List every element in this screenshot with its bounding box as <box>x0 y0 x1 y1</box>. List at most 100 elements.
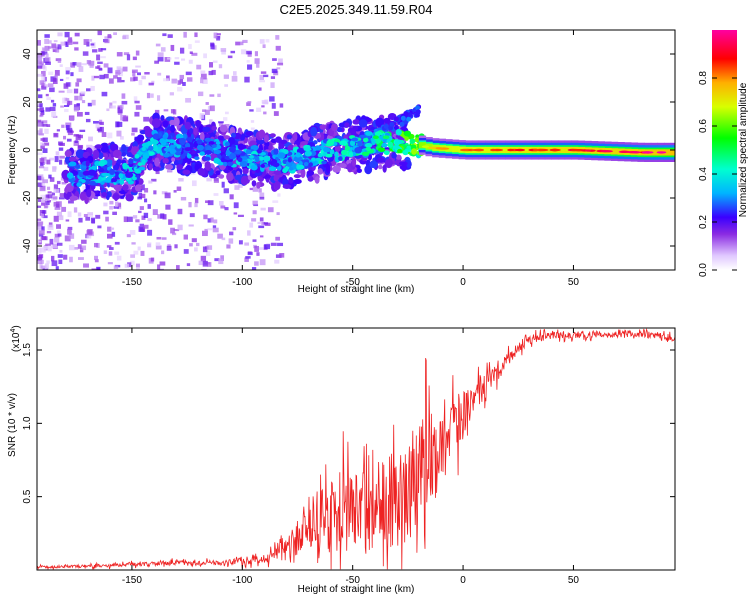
heatmap-cell <box>246 102 251 106</box>
heatmap-cell <box>62 97 66 104</box>
heatmap-cell <box>392 144 400 150</box>
heatmap-cell <box>57 233 62 237</box>
heatmap-cell <box>68 200 74 204</box>
heatmap-cell <box>215 144 222 150</box>
heatmap-cell <box>303 161 309 167</box>
heatmap-cell <box>141 146 146 152</box>
heatmap-cell <box>235 41 241 46</box>
heatmap-cell <box>98 152 104 160</box>
heatmap-cell <box>182 133 187 140</box>
heatmap-cell <box>122 35 127 40</box>
heatmap-cell <box>88 136 93 142</box>
heatmap-cell <box>42 148 48 153</box>
heatmap-cell <box>239 160 248 168</box>
heatmap-cell <box>202 126 211 133</box>
heatmap-cell <box>137 246 141 251</box>
heatmap-cell <box>325 153 333 158</box>
heatmap-cell <box>100 144 109 153</box>
heatmap-cell <box>285 160 294 167</box>
heatmap-cell <box>310 126 318 137</box>
heatmap-cell <box>259 235 264 238</box>
heatmap-cell <box>220 205 226 209</box>
heatmap-cell <box>228 152 237 160</box>
heatmap-cell <box>179 47 185 54</box>
heatmap-cell <box>37 226 42 231</box>
y-tick-label: -20 <box>22 190 33 205</box>
heatmap-cell <box>85 118 91 123</box>
heatmap-cell <box>76 111 83 117</box>
heatmap-cell <box>267 152 272 157</box>
heatmap-cell <box>127 180 135 185</box>
heatmap-cell <box>126 234 131 238</box>
heatmap-cell <box>76 103 80 106</box>
heatmap-cell <box>93 75 100 79</box>
heatmap-cell <box>125 194 134 202</box>
heatmap-cell <box>168 219 173 225</box>
heatmap-cell <box>514 148 526 152</box>
heatmap-cell <box>66 89 73 94</box>
heatmap-cell <box>131 127 138 133</box>
heatmap-cell <box>183 234 188 240</box>
heatmap-cell <box>358 134 367 139</box>
heatmap-cell <box>185 71 192 76</box>
heatmap-cell <box>183 31 187 38</box>
heatmap-cell <box>549 148 561 152</box>
heatmap-cell <box>152 133 160 140</box>
heatmap-cell <box>277 242 284 247</box>
colorbar-tick-label: 0.8 <box>698 71 709 85</box>
heatmap-cell <box>245 50 252 55</box>
heatmap-cell <box>162 214 167 220</box>
heatmap-cell <box>223 74 229 79</box>
heatmap-cell <box>83 263 89 268</box>
heatmap-cell <box>121 79 125 83</box>
heatmap-cell <box>332 165 341 173</box>
heatmap-cell <box>351 157 357 167</box>
y-tick-label: 40 <box>22 48 33 60</box>
heatmap-cell <box>663 149 672 156</box>
heatmap-cell <box>141 184 145 191</box>
heatmap-cell <box>77 244 82 249</box>
heatmap-cell <box>472 148 485 152</box>
heatmap-cell <box>334 151 339 158</box>
heatmap-cell <box>246 60 250 63</box>
heatmap-cell <box>42 215 48 219</box>
heatmap-cell <box>116 255 122 261</box>
heatmap-cell <box>52 78 58 85</box>
heatmap-cell <box>40 145 45 149</box>
heatmap-cell <box>91 75 95 81</box>
heatmap-cell <box>220 146 226 153</box>
heatmap-cell <box>171 78 177 84</box>
heatmap-cell <box>361 151 370 157</box>
heatmap-cell <box>224 141 230 147</box>
heatmap-cell <box>271 103 276 109</box>
heatmap-cell <box>274 259 280 264</box>
heatmap-cell <box>123 216 128 223</box>
heatmap-cell <box>41 236 47 240</box>
x-tick-label: -150 <box>122 277 142 288</box>
heatmap-cell <box>146 92 151 99</box>
heatmap-cell <box>42 210 47 214</box>
heatmap-cell <box>91 99 96 106</box>
heatmap-cell <box>38 166 45 169</box>
snr-ylabel: SNR (10 * v/v) <box>7 393 18 457</box>
heatmap-cell <box>54 156 59 163</box>
heatmap-cell <box>372 135 379 140</box>
heatmap-cell <box>214 258 220 262</box>
heatmap-cell <box>77 212 82 217</box>
heatmap-cell <box>374 131 382 137</box>
heatmap-cell <box>124 263 130 268</box>
heatmap-cell <box>134 100 140 104</box>
heatmap-cell <box>228 238 234 244</box>
heatmap-cell <box>96 54 101 61</box>
heatmap-cell <box>173 229 180 232</box>
heatmap-cell <box>185 97 192 103</box>
heatmap-cell <box>254 58 260 64</box>
heatmap-cell <box>134 184 142 192</box>
heatmap-cell <box>401 161 407 172</box>
heatmap-cell <box>256 181 261 189</box>
heatmap-cell <box>218 64 223 69</box>
heatmap-cell <box>73 88 79 94</box>
heatmap-cell <box>52 48 57 53</box>
heatmap-cell <box>196 144 204 151</box>
heatmap-cell <box>74 95 79 101</box>
